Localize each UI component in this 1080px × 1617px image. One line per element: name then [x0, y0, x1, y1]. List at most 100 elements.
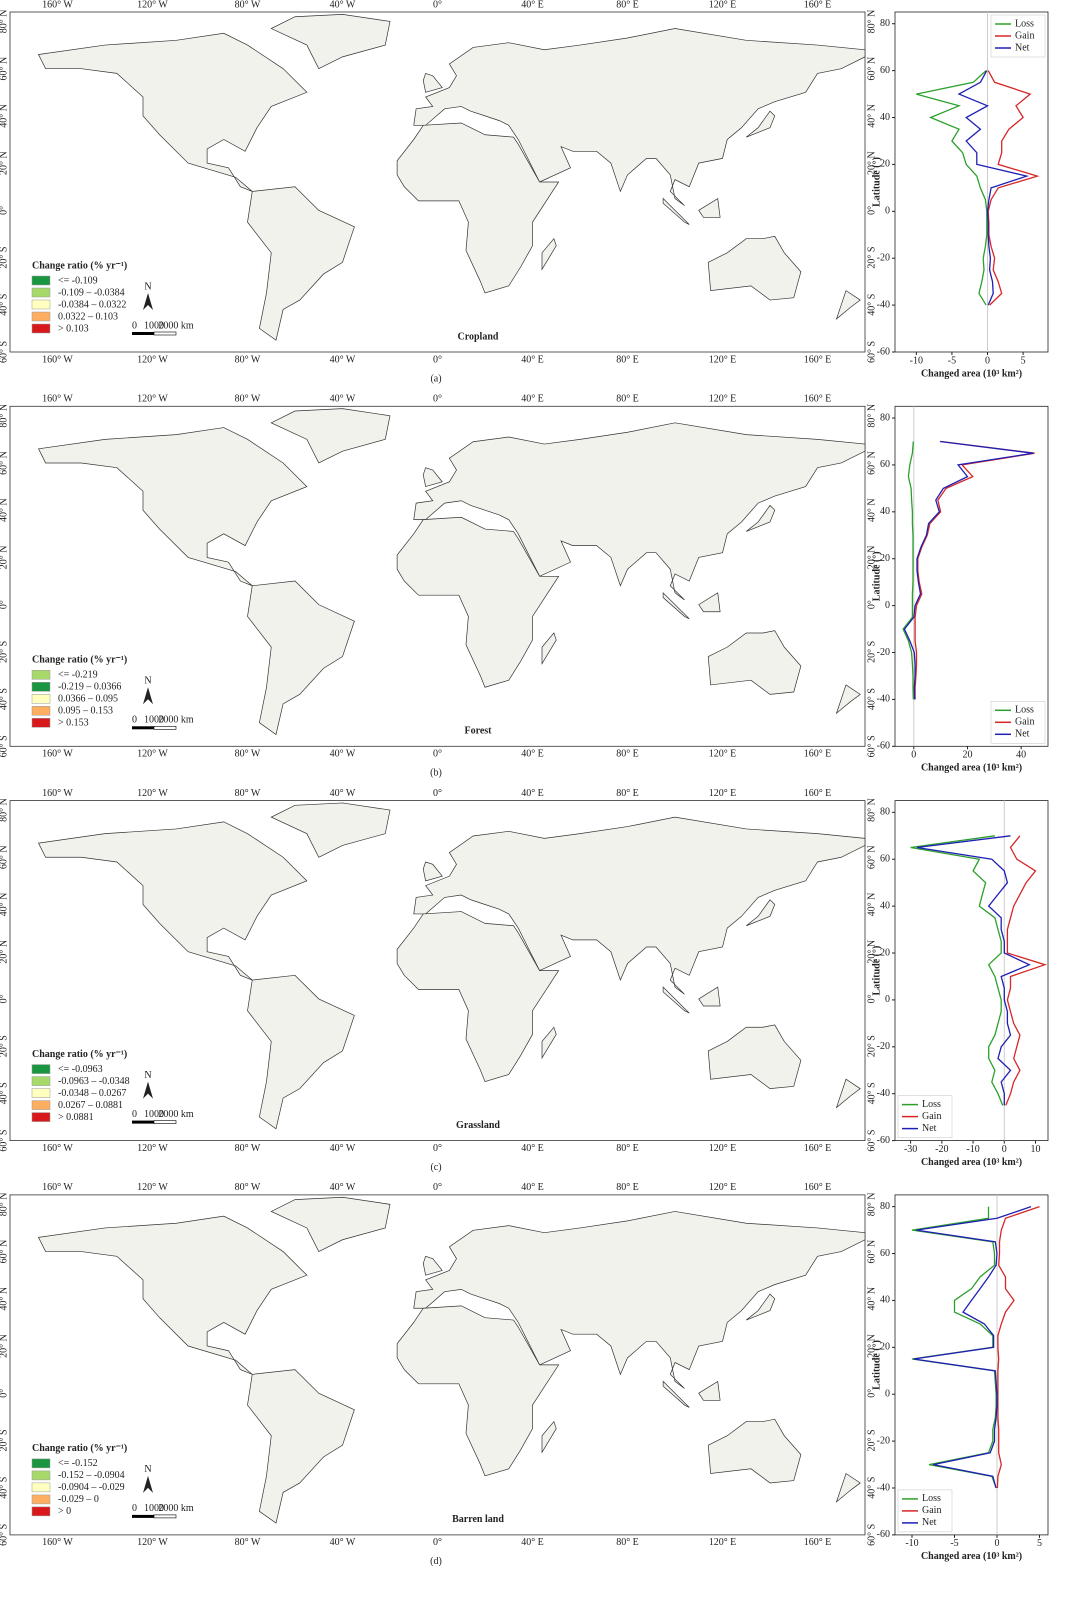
- lon-label: 40° W: [330, 1143, 356, 1154]
- series-line: [916, 835, 1031, 1106]
- lat-label: 20° N: [0, 546, 9, 570]
- legend-swatch: [31, 718, 51, 728]
- lon-label: 120° W: [137, 394, 168, 405]
- legend-label: > 0: [58, 1506, 71, 1517]
- scale-bar: [132, 1514, 154, 1518]
- legend-label: -0.152 – -0.0904: [58, 1470, 125, 1481]
- y-tick-label: 60: [880, 65, 890, 76]
- legend-label: Gain: [1015, 717, 1034, 728]
- lat-label: 60° N: [866, 845, 877, 869]
- lat-label: 40° S: [0, 294, 9, 316]
- chart-frame: [894, 11, 1049, 353]
- scale-bar: [132, 332, 154, 335]
- lon-label: 80° W: [235, 0, 261, 10]
- series-line: [987, 70, 1040, 306]
- x-tick-label: 5: [1021, 355, 1026, 366]
- lat-label: 20° S: [866, 247, 877, 269]
- x-tick-label: 0: [911, 750, 916, 761]
- lon-label: 0°: [433, 788, 442, 799]
- legend-label: <= -0.219: [58, 670, 98, 681]
- x-tick-label: -10: [910, 355, 923, 366]
- lon-label: 160° E: [804, 0, 832, 10]
- lon-label: 0°: [433, 749, 442, 760]
- lat-label: 60° S: [866, 1130, 877, 1152]
- legend-swatch: [31, 1470, 51, 1481]
- series-line: [902, 441, 914, 700]
- lat-label: 60° N: [866, 1240, 877, 1264]
- y-tick-label: 40: [880, 112, 890, 123]
- legend-label: Net: [1015, 42, 1030, 53]
- lon-label: 40° E: [521, 1143, 544, 1154]
- lon-label: 160° W: [42, 0, 73, 10]
- lat-label: 40° S: [0, 1477, 9, 1499]
- panel-label: (d): [430, 1556, 442, 1567]
- legend-label: Gain: [1015, 30, 1034, 41]
- north-arrow: [143, 1081, 153, 1099]
- y-tick-label: 60: [880, 459, 890, 470]
- scale-bar: [132, 726, 154, 730]
- lat-label: 80° N: [0, 798, 9, 822]
- lat-label: 0°: [0, 994, 9, 1003]
- lat-label: 40° N: [0, 498, 9, 522]
- legend-swatch: [31, 1482, 51, 1493]
- x-tick-label: -10: [905, 1538, 918, 1549]
- lat-label: 60° S: [0, 1524, 9, 1546]
- lat-label: 40° S: [866, 1477, 877, 1499]
- legend-label: Net: [1015, 729, 1030, 740]
- lon-label: 120° E: [709, 394, 737, 405]
- series-line: [916, 70, 988, 306]
- x-tick-label: 0: [985, 355, 990, 366]
- scale-label: 1000: [144, 1503, 164, 1514]
- lon-label: 80° E: [616, 0, 639, 10]
- north-label: N: [144, 1464, 151, 1475]
- lat-label: 60° N: [866, 57, 877, 81]
- map-title: Barren land: [452, 1514, 504, 1525]
- legend-title: Change ratio (% yr⁻¹): [32, 1443, 127, 1454]
- lat-label: 40° N: [866, 1287, 877, 1311]
- lat-label: 40° N: [866, 498, 877, 522]
- legend-label: Loss: [922, 1099, 941, 1110]
- north-label: N: [144, 1070, 151, 1081]
- x-axis-label: Changed area (10³ km²): [921, 763, 1022, 774]
- lon-label: 80° W: [235, 354, 261, 365]
- lon-label: 160° E: [804, 749, 832, 760]
- lat-label: 20° N: [0, 151, 9, 175]
- lon-label: 160° W: [42, 1182, 73, 1193]
- lat-label: 60° S: [866, 735, 877, 757]
- lon-label: 80° E: [616, 1182, 639, 1193]
- lon-label: 120° E: [709, 354, 737, 365]
- x-tick-label: 20: [962, 750, 972, 761]
- lat-label: 20° S: [0, 641, 9, 663]
- legend-label: -0.0963 – -0.0348: [58, 1076, 130, 1087]
- legend-label: > 0.153: [58, 718, 89, 729]
- lat-label: 60° S: [0, 1130, 9, 1152]
- scale-label: 1000: [144, 320, 164, 331]
- legend-label: -0.219 – 0.0366: [58, 682, 121, 693]
- chart-frame: [894, 405, 1049, 747]
- y-tick-label: 20: [880, 947, 890, 958]
- legend-label: > 0.103: [58, 323, 89, 334]
- legend-label: Gain: [922, 1111, 941, 1122]
- y-tick-label: 0: [885, 600, 890, 611]
- lon-label: 160° E: [804, 1143, 832, 1154]
- legend-swatch: [31, 287, 51, 298]
- lon-label: 120° W: [137, 1143, 168, 1154]
- y-tick-label: -40: [877, 1482, 890, 1493]
- lat-label: 80° N: [0, 404, 9, 428]
- x-tick-label: -20: [935, 1144, 948, 1155]
- legend-label: -0.0384 – 0.0322: [58, 299, 126, 310]
- lon-label: 120° E: [709, 0, 737, 10]
- lat-label: 20° S: [0, 247, 9, 269]
- lat-label: 80° N: [866, 404, 877, 428]
- y-axis-label: Latitude (°): [871, 551, 882, 601]
- y-tick-label: 0: [885, 206, 890, 217]
- scale-label: 1000: [144, 715, 164, 726]
- lat-label: 20° S: [0, 1035, 9, 1057]
- lat-label: 20° S: [866, 1035, 877, 1057]
- series-line: [914, 440, 1035, 700]
- lon-label: 40° E: [521, 0, 544, 10]
- lon-label: 80° W: [235, 1182, 261, 1193]
- lon-label: 0°: [433, 1182, 442, 1193]
- legend-label: <= -0.109: [58, 275, 98, 286]
